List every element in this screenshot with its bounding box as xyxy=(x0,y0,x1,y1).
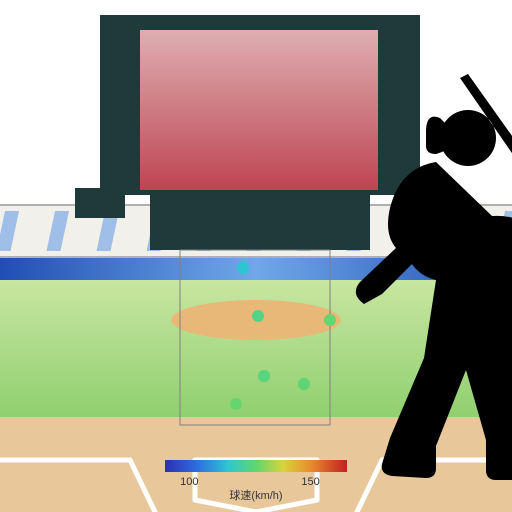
scoreboard-lower xyxy=(150,195,370,250)
legend-label: 球速(km/h) xyxy=(229,488,282,502)
pitch-marker xyxy=(252,310,264,322)
pitch-marker xyxy=(324,314,336,326)
pitch-marker xyxy=(230,398,242,410)
legend-tick: 100 xyxy=(180,476,198,488)
pitch-marker xyxy=(258,370,270,382)
scoreboard-screen xyxy=(140,30,378,190)
pitch-location-chart: 100 150 球速(km/h) xyxy=(0,0,512,512)
pitch-marker xyxy=(298,378,310,390)
legend-tick: 150 xyxy=(301,476,319,488)
color-legend-bar xyxy=(165,460,347,472)
pitch-marker xyxy=(237,262,249,274)
